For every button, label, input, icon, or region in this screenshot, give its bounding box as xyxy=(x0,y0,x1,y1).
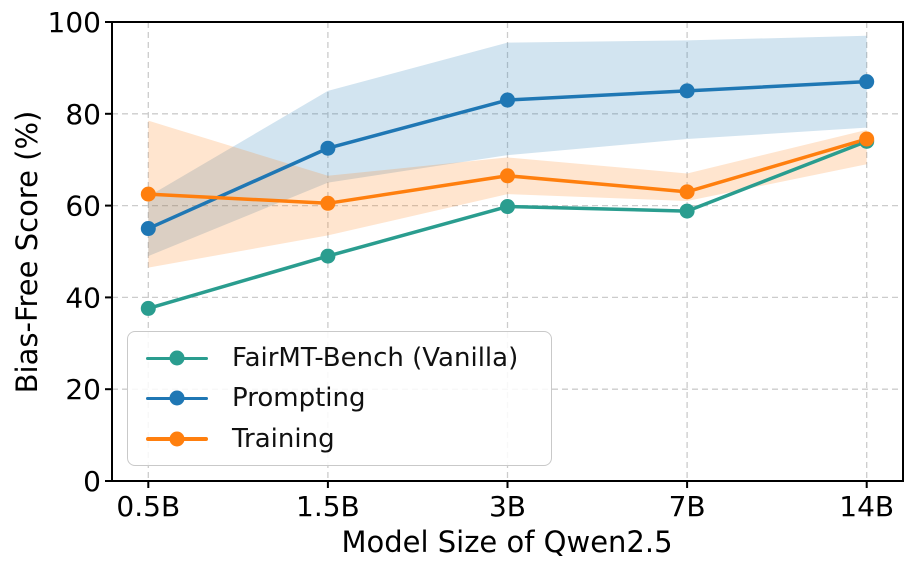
data-point-prompting-7b xyxy=(679,83,695,99)
y-tick-label: 0 xyxy=(83,465,101,498)
y-tick-label: 40 xyxy=(65,281,101,314)
y-axis-label: Bias-Free Score (%) xyxy=(10,110,44,394)
legend: FairMT-Bench (Vanilla) Prompting Trainin… xyxy=(127,331,552,466)
data-point-prompting-3b xyxy=(500,92,515,108)
legend-label: FairMT-Bench (Vanilla) xyxy=(232,343,519,374)
y-tick-label: 20 xyxy=(65,373,101,406)
data-point-fairmt-bench-vanilla-3b xyxy=(500,199,515,215)
legend-line-dot-icon xyxy=(146,431,208,447)
data-point-training-3b xyxy=(500,168,515,184)
legend-item-prompting: Prompting xyxy=(138,378,541,418)
y-tick-label: 80 xyxy=(65,98,101,131)
confidence-band-training xyxy=(148,120,867,268)
x-tick-label: 3B xyxy=(489,490,526,523)
data-point-training-7b xyxy=(679,184,695,200)
legend-item-fairmt-bench: FairMT-Bench (Vanilla) xyxy=(138,338,541,378)
legend-item-training: Training xyxy=(138,419,541,459)
x-tick-label: 7B xyxy=(669,490,706,523)
data-point-fairmt-bench-vanilla-1-5b xyxy=(320,248,336,264)
data-point-prompting-14b xyxy=(859,74,875,90)
legend-line-dot-icon xyxy=(146,350,208,366)
x-tick-label: 14B xyxy=(839,490,894,523)
data-point-training-1-5b xyxy=(320,195,336,211)
data-point-fairmt-bench-vanilla-0-5b xyxy=(140,300,156,316)
x-axis-label: Model Size of Qwen2.5 xyxy=(341,525,673,559)
y-tick-label: 60 xyxy=(65,190,101,223)
data-point-prompting-1-5b xyxy=(320,140,336,156)
data-point-training-0-5b xyxy=(140,186,156,202)
x-tick-label: 1.5B xyxy=(296,490,360,523)
legend-line-dot-icon xyxy=(146,390,208,406)
data-point-fairmt-bench-vanilla-7b xyxy=(679,203,695,219)
data-point-training-14b xyxy=(859,131,875,147)
legend-label: Prompting xyxy=(232,383,366,414)
x-tick-label: 0.5B xyxy=(116,490,180,523)
legend-label: Training xyxy=(232,423,335,454)
y-tick-label: 100 xyxy=(48,6,101,39)
data-point-prompting-0-5b xyxy=(140,221,156,237)
